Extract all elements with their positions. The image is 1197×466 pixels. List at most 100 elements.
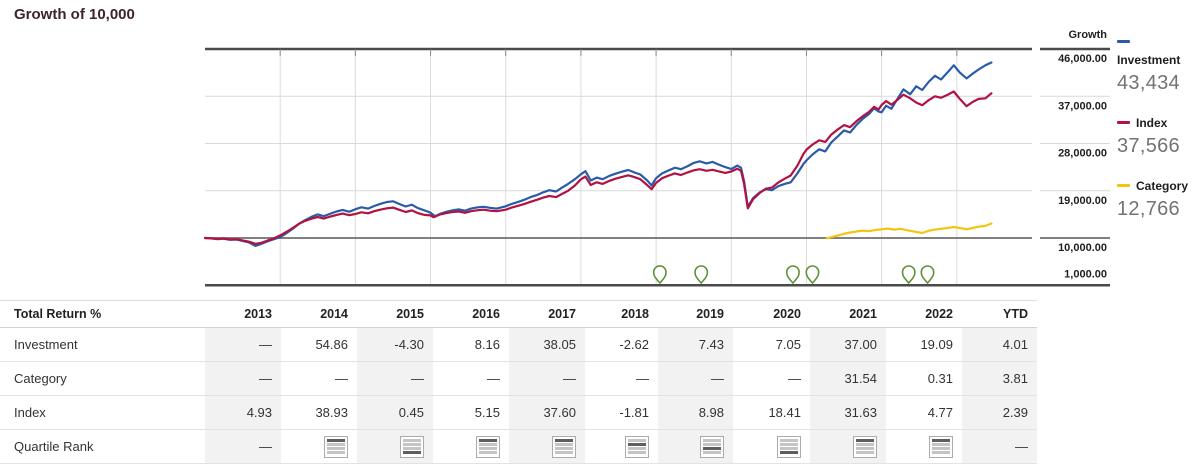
table-cell — [433, 430, 509, 463]
table-cell: — — [357, 362, 433, 395]
table-cell: — — [636, 371, 649, 386]
table-cell: 37.00 — [810, 328, 886, 361]
quartile-rank-icon-q2 — [625, 435, 649, 458]
table-cell: 38.05 — [509, 328, 585, 361]
quartile-rank-icon-q1 — [853, 435, 877, 458]
index-line[interactable] — [203, 90, 993, 245]
event-pin-icon[interactable] — [652, 265, 667, 285]
table-cell: 37.60 — [509, 396, 585, 429]
table-cell: — — [658, 362, 733, 395]
table-row-investment: Investment — 54.86 -4.30 8.16 38.05 -2.62 7.43 7… — [0, 328, 1037, 362]
table-cell: 54.86 — [315, 337, 348, 352]
legend-label: Investment — [1117, 53, 1181, 67]
column-header-2015: 2015 — [396, 307, 424, 321]
table-cell: — — [962, 430, 1037, 463]
category-line[interactable] — [825, 222, 993, 240]
legend-item-index: Index 37,566 — [1117, 114, 1197, 158]
chart-legend: Investment 43,434 Index 37,566 Category 12,76… — [1117, 33, 1197, 240]
table-cell: 38.93 — [315, 405, 348, 420]
quartile-rank-icon-q3 — [700, 435, 724, 458]
growth-chart[interactable]: 46,000.00 37,000.00 28,000.00 19,000.00 10,0… — [0, 0, 1197, 300]
column-header-2017: 2017 — [548, 307, 576, 321]
table-cell: 5.15 — [474, 405, 500, 420]
table-cell: 4.93 — [205, 396, 281, 429]
table-cell: 0.45 — [357, 396, 433, 429]
legend-dash-icon — [1117, 121, 1130, 124]
table-cell — [733, 430, 810, 463]
table-cell: 19.09 — [920, 337, 953, 352]
table-cell: — — [205, 430, 281, 463]
table-cell — [281, 430, 357, 463]
event-pin-icon[interactable] — [805, 265, 820, 285]
y-axis-title: Growth — [1069, 29, 1108, 41]
table-cell: 18.41 — [768, 405, 801, 420]
table-cell: — — [509, 362, 585, 395]
column-header-2021: 2021 — [849, 307, 877, 321]
column-header-2016: 2016 — [472, 307, 500, 321]
row-label: Investment — [14, 337, 78, 352]
table-row-quartile-rank: Quartile Rank — — — [0, 430, 1037, 464]
table-cell — [886, 430, 962, 463]
y-axis-tick-label: 19,000.00 — [1058, 195, 1107, 207]
quartile-rank-icon-q4 — [777, 435, 801, 458]
table-cell: 4.77 — [927, 405, 953, 420]
table-cell: — — [205, 328, 281, 361]
total-return-table: Total Return % 2013 2014 2015 2016 2017 2018 20… — [0, 300, 1037, 464]
event-pin-icon[interactable] — [901, 265, 916, 285]
legend-value: 12,766 — [1117, 198, 1180, 220]
quartile-rank-icon-q1 — [324, 435, 348, 458]
legend-item-investment: Investment 43,434 — [1117, 33, 1197, 95]
legend-value: 43,434 — [1117, 72, 1180, 94]
quartile-rank-icon-q1 — [476, 435, 500, 458]
table-row-category: Category — — — — — — — — 31.54 0.31 3.81 — [0, 362, 1037, 396]
table-cell: 7.43 — [658, 328, 733, 361]
column-header-2018: 2018 — [621, 307, 649, 321]
column-header-2022: 2022 — [925, 307, 953, 321]
table-cell: -4.30 — [357, 328, 433, 361]
column-header-ytd: YTD — [1003, 307, 1028, 321]
legend-label: Index — [1136, 116, 1168, 130]
row-label: Category — [14, 371, 67, 386]
y-axis-tick-label: 37,000.00 — [1058, 100, 1107, 112]
table-cell: 3.81 — [962, 362, 1037, 395]
row-label: Quartile Rank — [14, 439, 94, 454]
quartile-rank-icon-q4 — [400, 435, 424, 458]
y-axis-tick-label: 1,000.00 — [1064, 268, 1107, 280]
event-pin-icon[interactable] — [920, 265, 935, 285]
table-row-index: Index 4.93 38.93 0.45 5.15 37.60 -1.81 8.98 18.4… — [0, 396, 1037, 430]
table-cell: 7.05 — [775, 337, 801, 352]
legend-dash-icon — [1117, 40, 1130, 43]
table-cell: — — [205, 362, 281, 395]
table-cell — [810, 430, 886, 463]
column-header-2019: 2019 — [696, 307, 724, 321]
table-cell: -2.62 — [619, 337, 649, 352]
event-pin-icon[interactable] — [785, 265, 800, 285]
column-header-2014: 2014 — [320, 307, 348, 321]
legend-item-category: Category 12,766 — [1117, 177, 1197, 221]
legend-value: 37,566 — [1117, 135, 1180, 157]
table-header-row: Total Return % 2013 2014 2015 2016 2017 2018 20… — [0, 300, 1037, 328]
column-header-2020: 2020 — [773, 307, 801, 321]
table-cell — [658, 430, 733, 463]
table-cell: -1.81 — [619, 405, 649, 420]
legend-label: Category — [1136, 179, 1189, 193]
table-cell: 4.01 — [962, 328, 1037, 361]
table-cell: 31.54 — [810, 362, 886, 395]
table-cell — [509, 430, 585, 463]
table-cell — [357, 430, 433, 463]
page-title: Growth of 10,000 — [14, 6, 135, 23]
row-label: Index — [14, 405, 46, 420]
table-cell: 31.63 — [810, 396, 886, 429]
investment-line[interactable] — [203, 61, 993, 247]
column-header-2013: 2013 — [244, 307, 272, 321]
table-cell: — — [487, 371, 500, 386]
y-axis-tick-label: 28,000.00 — [1058, 148, 1107, 160]
table-cell: 0.31 — [927, 371, 953, 386]
table-cell — [585, 430, 658, 463]
table-cell: 8.16 — [474, 337, 500, 352]
table-cell: — — [788, 371, 801, 386]
event-pin-icon[interactable] — [694, 265, 709, 285]
quartile-rank-icon-q1 — [552, 435, 576, 458]
table-cell: 2.39 — [962, 396, 1037, 429]
table-cell: — — [335, 371, 348, 386]
